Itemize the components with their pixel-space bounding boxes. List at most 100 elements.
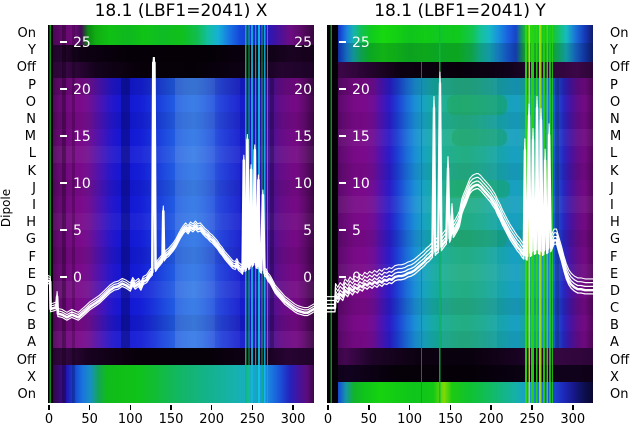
row-label-c: C <box>26 301 36 317</box>
row-label-o: O <box>610 94 621 110</box>
inner-tick-mark <box>60 229 67 231</box>
profile-trace <box>48 59 314 316</box>
heatmap-blob <box>449 230 507 247</box>
heatmap-row-band <box>327 365 593 382</box>
x-tick-label: 100 <box>117 412 143 427</box>
row-label-m: M <box>24 129 36 145</box>
x-tick-mark <box>170 405 172 410</box>
row-label-y: Y <box>610 43 618 59</box>
inner-tick-label-right: 15 <box>294 129 312 145</box>
panel-title-x: 18.1 (LBF1=2041) X <box>94 1 268 21</box>
heatmap-vstripe <box>552 25 553 403</box>
heatmap-vstripe <box>327 25 338 403</box>
x-tick-mark <box>88 405 91 410</box>
row-label-k: K <box>27 163 36 179</box>
x-tick-label: 200 <box>478 412 504 427</box>
row-label-a: A <box>610 335 619 351</box>
row-label-on: On <box>610 387 629 403</box>
heatmap-vstripe <box>121 78 130 348</box>
row-label-f: F <box>610 249 618 265</box>
row-label-l: L <box>28 146 36 162</box>
x-tick-label: 250 <box>239 412 265 427</box>
inner-tick-mark <box>339 229 346 231</box>
row-label-b: B <box>610 318 619 334</box>
row-shading <box>48 281 314 298</box>
profile-trace <box>327 71 593 298</box>
heatmap-vstripe <box>330 25 332 403</box>
heatmap-row-band <box>48 365 314 403</box>
heatmap-vstripe <box>267 25 268 403</box>
inner-tick-mark <box>339 88 346 90</box>
inner-tick-label: 5 <box>73 223 82 239</box>
heatmap-vstripe <box>215 78 240 348</box>
inner-tick-label: 20 <box>73 82 91 98</box>
x-tick-label: 300 <box>280 412 306 427</box>
row-label-p: P <box>28 77 36 93</box>
row-label-off: Off <box>610 60 630 76</box>
row-label-k: K <box>610 163 619 179</box>
inner-tick-label: 5 <box>352 223 361 239</box>
x-tick-mark <box>572 405 574 410</box>
row-label-e: E <box>610 266 619 282</box>
x-tick-label: 0 <box>44 412 54 427</box>
row-label-off: Off <box>16 352 36 368</box>
heatmap-vstripe <box>72 25 75 403</box>
heatmap-panel-y: 25 20 15 10 5 0 <box>327 25 593 403</box>
profile-trace <box>327 86 593 313</box>
row-label-n: N <box>610 112 620 128</box>
row-shading <box>48 78 314 95</box>
row-label-on: On <box>610 26 629 42</box>
heatmap-row-band <box>48 348 314 365</box>
heatmap-blob <box>447 95 507 115</box>
row-label-j: J <box>610 180 614 196</box>
row-label-c: C <box>610 301 620 317</box>
inner-tick-label: 20 <box>352 82 370 98</box>
heatmap-blob <box>452 129 507 146</box>
x-tick-mark <box>210 405 213 410</box>
inner-tick-mark <box>339 41 346 43</box>
x-tick-mark <box>327 405 329 410</box>
inner-tick-label-right: 25 <box>294 35 312 51</box>
row-shading <box>48 112 314 129</box>
heatmap-panel-x: 25 25 20 20 15 15 10 10 5 5 0 0 <box>48 25 314 403</box>
x-axis-right: 0 50 100 150 200 250 300 <box>324 403 593 435</box>
x-tick-mark <box>251 405 254 410</box>
row-label-a: A <box>27 335 36 351</box>
row-labels-right: On Y Off P O N M L K J I H G F E D C B A Off X On <box>610 25 640 403</box>
inner-tick-label-right: 5 <box>303 223 312 239</box>
row-label-l: L <box>610 146 618 162</box>
x-tick-label: 250 <box>519 412 545 427</box>
row-shading <box>48 315 314 331</box>
x-tick-mark <box>129 405 132 410</box>
heatmap-vstripe <box>555 78 559 348</box>
row-label-x: X <box>610 369 619 385</box>
inner-tick-mark <box>60 135 67 137</box>
heatmap-row-band <box>327 348 593 365</box>
heatmap-svg-Y: 25 20 15 10 5 0 <box>327 25 593 403</box>
inner-tick-label: 0 <box>73 270 82 286</box>
row-label-i: I <box>610 197 614 213</box>
x-tick-mark <box>368 405 370 410</box>
inner-tick-label: 25 <box>352 35 370 51</box>
inner-tick-label: 15 <box>352 129 370 145</box>
heatmap-svg-X: 25 25 20 20 15 15 10 10 5 5 0 0 <box>48 25 314 403</box>
row-shading <box>48 331 314 348</box>
row-label-y: Y <box>28 43 36 59</box>
row-labels-left: On Y Off P O N M L K J I H G F E D C B A Off X On <box>0 25 42 403</box>
x-tick-label: 50 <box>360 412 378 427</box>
heatmap-vstripe <box>62 25 66 403</box>
heatmap-row-band <box>48 45 314 62</box>
heatmap-row-band <box>327 382 593 403</box>
x-tick-label: 300 <box>560 412 586 427</box>
row-label-off: Off <box>16 60 36 76</box>
heatmap-vstripe <box>421 62 422 403</box>
row-label-p: P <box>610 77 618 93</box>
inner-tick-mark <box>60 88 67 90</box>
heatmap-vstripe <box>264 25 266 403</box>
x-tick-mark <box>490 405 492 410</box>
row-label-j: J <box>32 180 36 196</box>
x-tick-mark <box>449 405 452 410</box>
inner-tick-mark <box>339 276 346 278</box>
x-tick-label: 50 <box>81 412 98 427</box>
